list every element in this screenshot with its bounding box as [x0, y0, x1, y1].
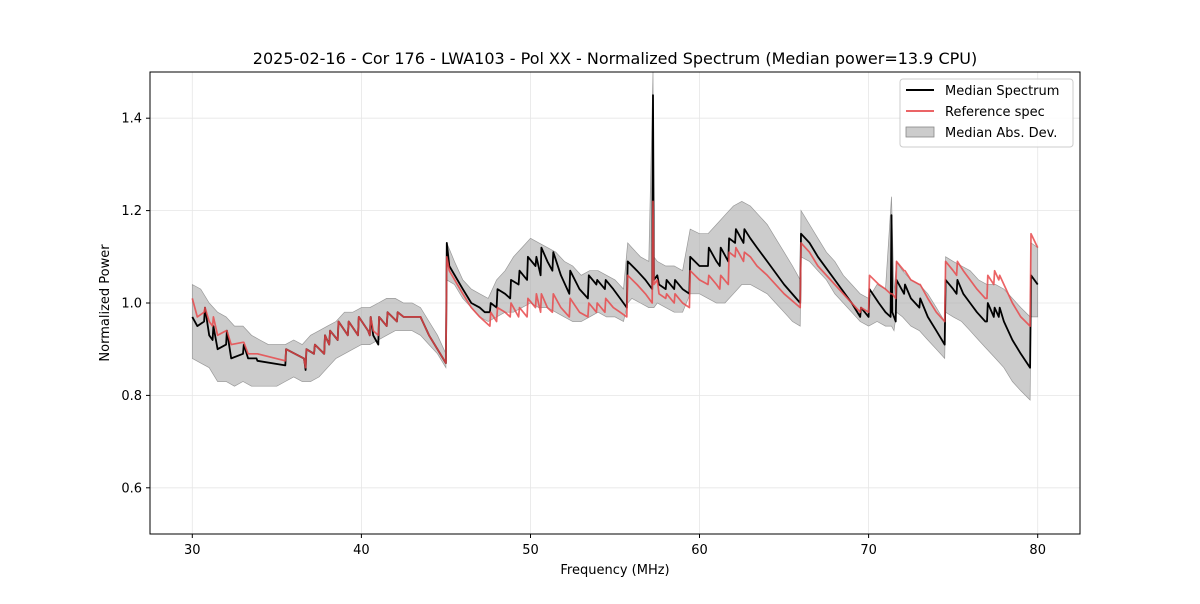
- x-tick-label: 30: [184, 543, 201, 558]
- chart-title: 2025-02-16 - Cor 176 - LWA103 - Pol XX -…: [253, 49, 977, 68]
- legend-box: [899, 78, 1074, 148]
- y-axis-label: Normalized Power: [98, 244, 113, 362]
- series-lines-layer: [191, 94, 1039, 371]
- x-tick-label: 40: [353, 543, 370, 558]
- y-axis-ticks: 0.6 0.8 1.0 1.2 1.4: [121, 112, 150, 496]
- x-tick-label: 60: [691, 543, 708, 558]
- legend-label-median: Median Spectrum: [945, 84, 1059, 99]
- y-tick-label: 1.4: [121, 112, 142, 127]
- legend: Median Spectrum Reference spec Median Ab…: [899, 78, 1074, 148]
- mad-band-layer: [191, 71, 1039, 401]
- y-tick-label: 1.2: [121, 204, 142, 219]
- legend-label-mad: Median Abs. Dev.: [945, 126, 1057, 141]
- y-tick-label: 1.0: [121, 297, 142, 312]
- y-tick-label: 0.6: [121, 481, 142, 496]
- x-tick-label: 80: [1029, 543, 1046, 558]
- reference-spec-line: [191, 200, 1039, 369]
- x-axis-ticks: 30 40 50 60 70 80: [184, 534, 1046, 558]
- x-tick-label: 50: [522, 543, 539, 558]
- legend-swatch-mad: [905, 126, 935, 138]
- x-tick-label: 70: [860, 543, 877, 558]
- legend-label-reference: Reference spec: [945, 105, 1045, 120]
- x-axis-label: Frequency (MHz): [560, 563, 669, 578]
- y-tick-label: 0.8: [121, 389, 142, 404]
- mad-band: [191, 71, 1039, 401]
